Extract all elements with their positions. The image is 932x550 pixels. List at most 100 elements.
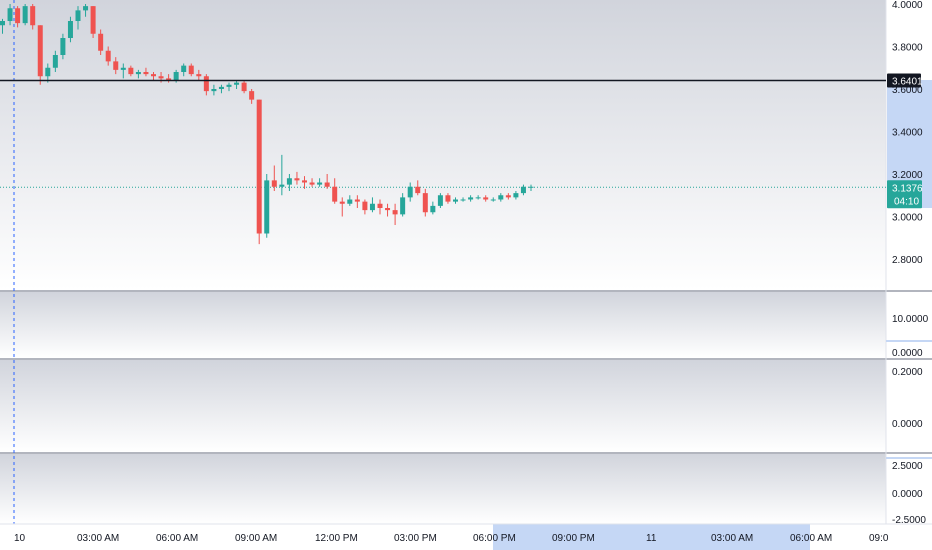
candle — [7, 4, 13, 26]
candle — [513, 191, 519, 200]
oscillator-pane-2-background[interactable] — [0, 454, 886, 524]
candle — [143, 67, 149, 77]
oscillator-1-tick: 0.0000 — [892, 419, 923, 430]
candle — [98, 29, 104, 55]
candle — [67, 16, 73, 43]
candle — [264, 174, 270, 238]
price-tick-label: 3.6000 — [892, 85, 923, 96]
volume-pane-tick: 10.0000 — [892, 314, 929, 325]
candle-body — [256, 99, 262, 234]
candle-body — [354, 199, 360, 202]
candle — [15, 6, 21, 28]
candle-body — [249, 91, 255, 100]
candle — [196, 69, 202, 81]
candle — [407, 182, 413, 202]
candle-body — [369, 203, 375, 211]
candle-body — [392, 210, 398, 215]
time-label: 03:00 PM — [394, 533, 437, 544]
candle-body — [475, 197, 481, 199]
candle — [377, 199, 383, 215]
candle-body — [445, 195, 451, 202]
candle-body — [113, 61, 119, 70]
candlestick-series — [0, 4, 534, 245]
candle-body — [120, 67, 126, 70]
candle-body — [173, 72, 179, 81]
horizontal-line-price-label: 3.6401 — [892, 76, 923, 87]
candle-body — [226, 84, 232, 87]
candle — [294, 171, 300, 185]
candle-body — [45, 67, 51, 77]
oscillator-2-tick: 0.0000 — [892, 489, 923, 500]
candle — [181, 63, 187, 77]
candle — [0, 18, 5, 34]
price-tick-label: 3.8000 — [892, 43, 923, 54]
candle — [60, 33, 66, 60]
candle — [324, 174, 330, 189]
time-label: 09:00 PM — [552, 533, 595, 544]
candle — [505, 193, 511, 200]
candle — [188, 63, 194, 77]
candle — [528, 184, 534, 191]
candle — [453, 197, 458, 204]
candle — [468, 195, 474, 202]
main-pane-background[interactable] — [0, 0, 886, 290]
candle-body — [498, 195, 504, 200]
candle — [369, 197, 375, 213]
last-price-label: 3.1376 — [892, 183, 923, 194]
candle-body — [7, 8, 13, 21]
candle-body — [430, 205, 436, 213]
candle-body — [67, 21, 73, 38]
candle-body — [453, 199, 458, 202]
time-label: 11 — [646, 533, 657, 544]
candle — [400, 193, 406, 217]
price-tick-label: 4.0000 — [892, 0, 923, 11]
volume-pane-background[interactable] — [0, 292, 886, 358]
candle — [45, 63, 51, 83]
candle-body — [75, 10, 81, 21]
candle — [22, 4, 28, 26]
oscillator-2-tick: -2.5000 — [892, 515, 926, 526]
candle — [385, 203, 391, 217]
candle-body — [15, 8, 21, 24]
candle-body — [128, 67, 134, 75]
candle-body — [203, 76, 209, 92]
candle-body — [302, 180, 307, 183]
oscillator-1-tick: 0.2000 — [892, 367, 923, 378]
candle-body — [286, 178, 292, 185]
candle — [75, 6, 81, 30]
last-price-tag: 3.1376 04:10 — [887, 180, 923, 209]
candle-body — [181, 65, 187, 72]
time-label: 03:00 AM — [77, 533, 119, 544]
candle-body — [211, 89, 217, 92]
candle — [347, 195, 353, 206]
candle — [437, 193, 443, 208]
candle-body — [407, 186, 413, 198]
oscillator-pane-1-background[interactable] — [0, 360, 886, 452]
candle-body — [151, 74, 156, 77]
candle — [460, 197, 466, 202]
candle-body — [468, 197, 474, 200]
candle — [105, 46, 111, 66]
candle — [218, 84, 224, 94]
candle-body — [0, 21, 5, 26]
oscillator-2-tick: 2.5000 — [892, 461, 923, 472]
volume-pane-tick: 0.0000 — [892, 348, 923, 359]
candle — [90, 6, 96, 38]
candle-body — [339, 201, 345, 204]
candle-body — [196, 74, 202, 77]
candle-body — [385, 208, 391, 211]
candle-body — [218, 86, 224, 89]
candle-body — [234, 82, 240, 85]
candle-body — [30, 6, 36, 26]
candle-body — [400, 197, 406, 215]
candle — [128, 65, 134, 77]
candle-body — [317, 182, 323, 185]
candle — [203, 74, 209, 96]
candle — [256, 99, 262, 245]
horizontal-line-price-tag[interactable]: 3.6401 — [887, 73, 923, 88]
candle — [52, 50, 58, 72]
candle-body — [105, 50, 111, 62]
candle — [241, 80, 247, 94]
candle-body — [347, 199, 353, 204]
